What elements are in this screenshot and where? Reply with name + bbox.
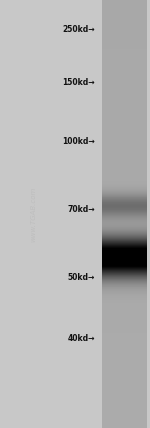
Text: 250kd→: 250kd→ <box>63 24 95 34</box>
Text: www.TGAB.com: www.TGAB.com <box>30 186 36 242</box>
Text: 100kd→: 100kd→ <box>63 137 95 146</box>
Text: 50kd→: 50kd→ <box>68 273 95 282</box>
Text: 150kd→: 150kd→ <box>63 78 95 87</box>
Text: 70kd→: 70kd→ <box>68 205 95 214</box>
Text: 40kd→: 40kd→ <box>68 333 95 343</box>
